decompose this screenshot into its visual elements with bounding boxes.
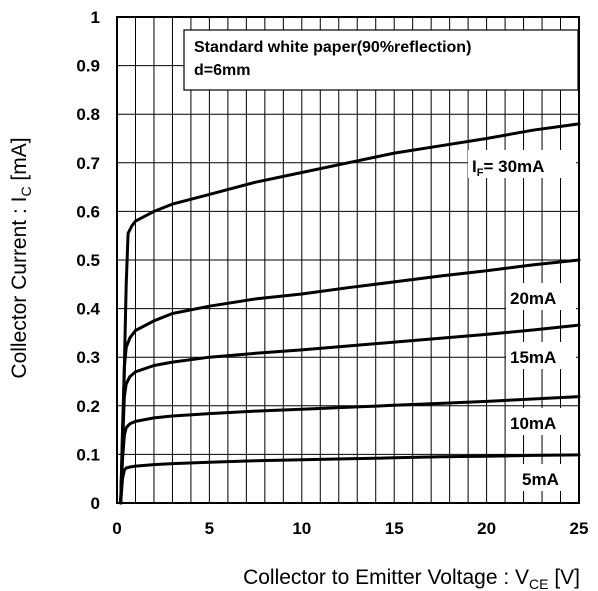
y-tick-label: 0.4 — [76, 300, 100, 319]
annotation: Standard white paper(90%reflection) d=6m… — [183, 29, 579, 91]
series-labels: IF= 30mA 20mA 15mA 10mA 5mA — [468, 150, 576, 491]
grid — [117, 17, 579, 503]
x-axis-title-sub: CE — [529, 576, 548, 591]
x-axis-title-unit: [V] — [548, 566, 580, 589]
y-tick-label: 1 — [91, 8, 100, 27]
x-tick-label: 5 — [205, 519, 214, 538]
y-tick-label: 0.2 — [76, 397, 100, 416]
x-tick-label: 0 — [112, 519, 121, 538]
y-tick-label: 0.8 — [76, 105, 100, 124]
y-tick-label: 0.9 — [76, 57, 100, 76]
y-tick-label: 0.7 — [76, 154, 100, 173]
y-axis-title-sub: C — [18, 186, 34, 196]
series-line-20mA — [119, 258, 581, 505]
y-axis-title-unit: [mA] — [8, 137, 31, 186]
series-label-bg-15mA — [506, 342, 576, 369]
series-label-bg-30mA — [468, 150, 576, 178]
y-tick-label: 0 — [91, 494, 100, 513]
y-axis-title: Collector Current : IC [mA] — [8, 137, 34, 378]
y-tick-label: 0.5 — [76, 251, 100, 270]
series-label-15mA: 15mA — [510, 348, 556, 367]
annotation-box — [183, 29, 579, 91]
curves — [119, 122, 581, 505]
series-label-30mA-rest: = 30mA — [483, 157, 544, 176]
series-label-bg-10mA — [506, 408, 576, 435]
y-tick-label: 0.1 — [76, 445, 100, 464]
series-line-5mA — [119, 453, 581, 505]
series-label-5mA: 5mA — [522, 470, 559, 489]
y-tick-labels: 0 0.1 0.2 0.3 0.4 0.5 0.6 0.7 0.8 0.9 1 — [76, 8, 100, 513]
x-tick-label: 10 — [292, 519, 311, 538]
x-tick-labels: 0 5 10 15 20 25 — [112, 519, 588, 538]
plot-frame — [116, 16, 580, 504]
x-tick-label: 15 — [385, 519, 404, 538]
series-label-bg-20mA — [506, 283, 576, 310]
series-line-10mA — [119, 395, 581, 505]
y-axis-title-main: Collector Current : I — [8, 197, 31, 379]
annotation-line-2: d=6mm — [194, 62, 250, 79]
series-label-bg-5mA — [518, 464, 576, 491]
series-label-30mA: IF= 30mA — [472, 157, 544, 179]
x-tick-label: 20 — [477, 519, 496, 538]
y-tick-label: 0.6 — [76, 202, 100, 221]
series-label-30mA-sub: F — [477, 167, 484, 179]
series-label-20mA: 20mA — [510, 289, 556, 308]
x-axis-title: Collector to Emitter Voltage : VCE [V] — [243, 566, 580, 591]
series-label-30mA-main: I — [472, 157, 477, 176]
annotation-line-1: Standard white paper(90%reflection) — [194, 39, 471, 56]
x-axis-title-main: Collector to Emitter Voltage : V — [243, 566, 529, 589]
series-line-30mA — [119, 122, 581, 505]
series-line-15mA — [119, 323, 581, 505]
series-label-10mA: 10mA — [510, 414, 556, 433]
x-tick-label: 25 — [570, 519, 589, 538]
y-tick-label: 0.3 — [76, 348, 100, 367]
